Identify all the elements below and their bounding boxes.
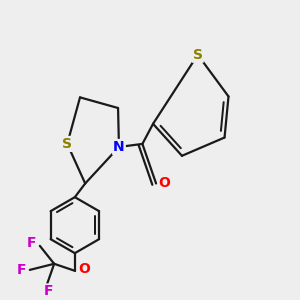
Text: F: F xyxy=(44,284,53,298)
Text: N: N xyxy=(113,140,125,154)
Text: S: S xyxy=(193,48,203,62)
Text: O: O xyxy=(159,176,170,190)
Text: S: S xyxy=(62,137,72,151)
Text: O: O xyxy=(78,262,90,276)
Text: F: F xyxy=(27,236,36,250)
Text: F: F xyxy=(16,263,26,277)
